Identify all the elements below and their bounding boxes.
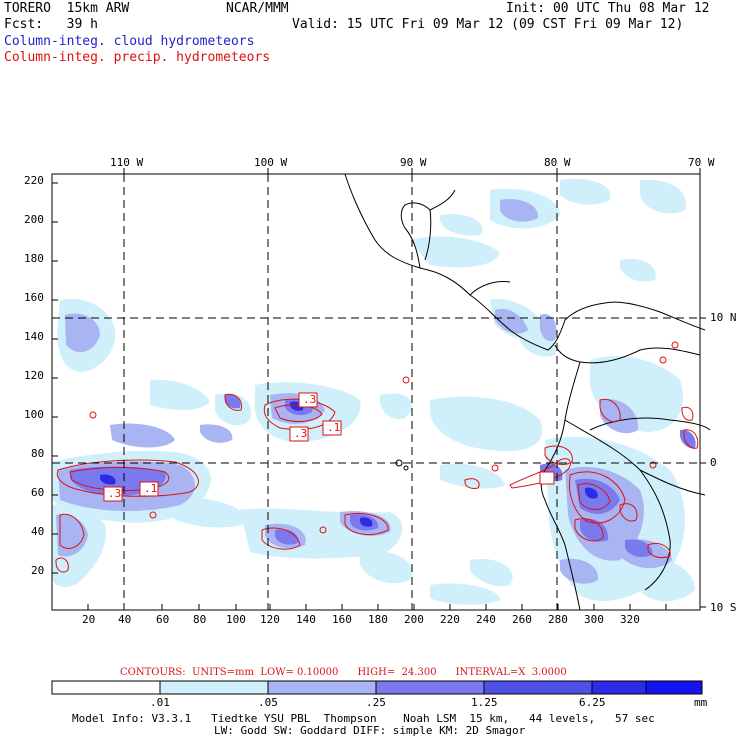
model-title: TORERO 15km ARW: [4, 1, 130, 16]
contour-info: CONTOURS: UNITS=mm LOW= 0.10000 HIGH= 24…: [120, 667, 567, 678]
colorbar-cell: [267, 680, 377, 695]
y-tick: 160: [24, 291, 44, 304]
lat-label-10s: 10 S: [710, 601, 737, 614]
x-tick: 200: [404, 613, 424, 626]
physics-info: LW: Godd SW: Goddard DIFF: simple KM: 2D…: [214, 724, 526, 737]
y-tick: 40: [31, 525, 45, 538]
init-time: Init: 00 UTC Thu 08 Mar 12: [506, 1, 710, 16]
y-tick: 180: [24, 252, 44, 265]
colorbar-label: .05: [258, 696, 278, 709]
y-tick: 80: [31, 447, 45, 460]
x-tick: 180: [368, 613, 388, 626]
organization: NCAR/MMM: [226, 1, 289, 16]
lat-label-10n: 10 N: [710, 311, 737, 324]
x-tick: 280: [548, 613, 568, 626]
lon-label-70w: 70 W: [688, 156, 715, 169]
contour-label-boxes: [103, 392, 555, 502]
colorbar-cell: [483, 680, 593, 695]
lon-label-100w: 100 W: [254, 156, 288, 169]
x-tick: 80: [193, 613, 207, 626]
y-tick: 60: [31, 486, 45, 499]
x-tick: 220: [440, 613, 460, 626]
colorbar-cell: [645, 680, 703, 695]
lat-label-0: 0: [710, 456, 717, 469]
colorbar-unit: mm: [694, 696, 708, 709]
colorbar-label: 1.25: [471, 696, 498, 709]
field-precip-title: Column-integ. precip. hydrometeors: [4, 50, 271, 65]
colorbar-label: .01: [150, 696, 170, 709]
colorbar-label: .25: [366, 696, 386, 709]
axis-ticks: [52, 168, 706, 610]
field-cloud-title: Column-integ. cloud hydrometeors: [4, 34, 255, 49]
x-tick: 300: [584, 613, 604, 626]
contour-label: .1: [327, 421, 341, 434]
y-tick: 120: [24, 369, 44, 382]
x-tick: 20: [82, 613, 96, 626]
lat-lon-grid: [52, 174, 700, 610]
x-tick: 60: [156, 613, 170, 626]
y-tick: 140: [24, 330, 44, 343]
contour-label: .3: [303, 393, 317, 406]
x-tick: 320: [620, 613, 640, 626]
y-tick: 200: [24, 213, 44, 226]
contour-label: .3: [108, 487, 122, 500]
precip-contours: [55, 341, 699, 573]
y-tick: 220: [24, 174, 44, 187]
x-tick: 140: [296, 613, 316, 626]
x-tick: 240: [476, 613, 496, 626]
colorbar-label: 6.25: [579, 696, 606, 709]
forecast-hour: Fcst: 39 h: [4, 17, 98, 32]
x-tick: 120: [260, 613, 280, 626]
x-tick: 160: [332, 613, 352, 626]
colorbar-cell: [159, 680, 269, 695]
lon-label-80w: 80 W: [544, 156, 571, 169]
colorbar-cell: [51, 680, 161, 695]
contour-label: .3: [294, 427, 308, 440]
colorbar-cell: [591, 680, 647, 695]
map-frame: [51, 173, 701, 611]
y-tick: 20: [31, 564, 45, 577]
contour-label: .1: [144, 482, 158, 495]
lon-label-110w: 110 W: [110, 156, 144, 169]
x-tick: 40: [118, 613, 132, 626]
model-info: Model Info: V3.3.1 Tiedtke YSU PBL Thomp…: [72, 712, 655, 725]
valid-time: Valid: 15 UTC Fri 09 Mar 12 (09 CST Fri …: [292, 17, 684, 32]
x-tick: 260: [512, 613, 532, 626]
x-tick: 100: [226, 613, 246, 626]
colorbar-cell: [375, 680, 485, 695]
y-tick: 100: [24, 408, 44, 421]
lon-label-90w: 90 W: [400, 156, 427, 169]
